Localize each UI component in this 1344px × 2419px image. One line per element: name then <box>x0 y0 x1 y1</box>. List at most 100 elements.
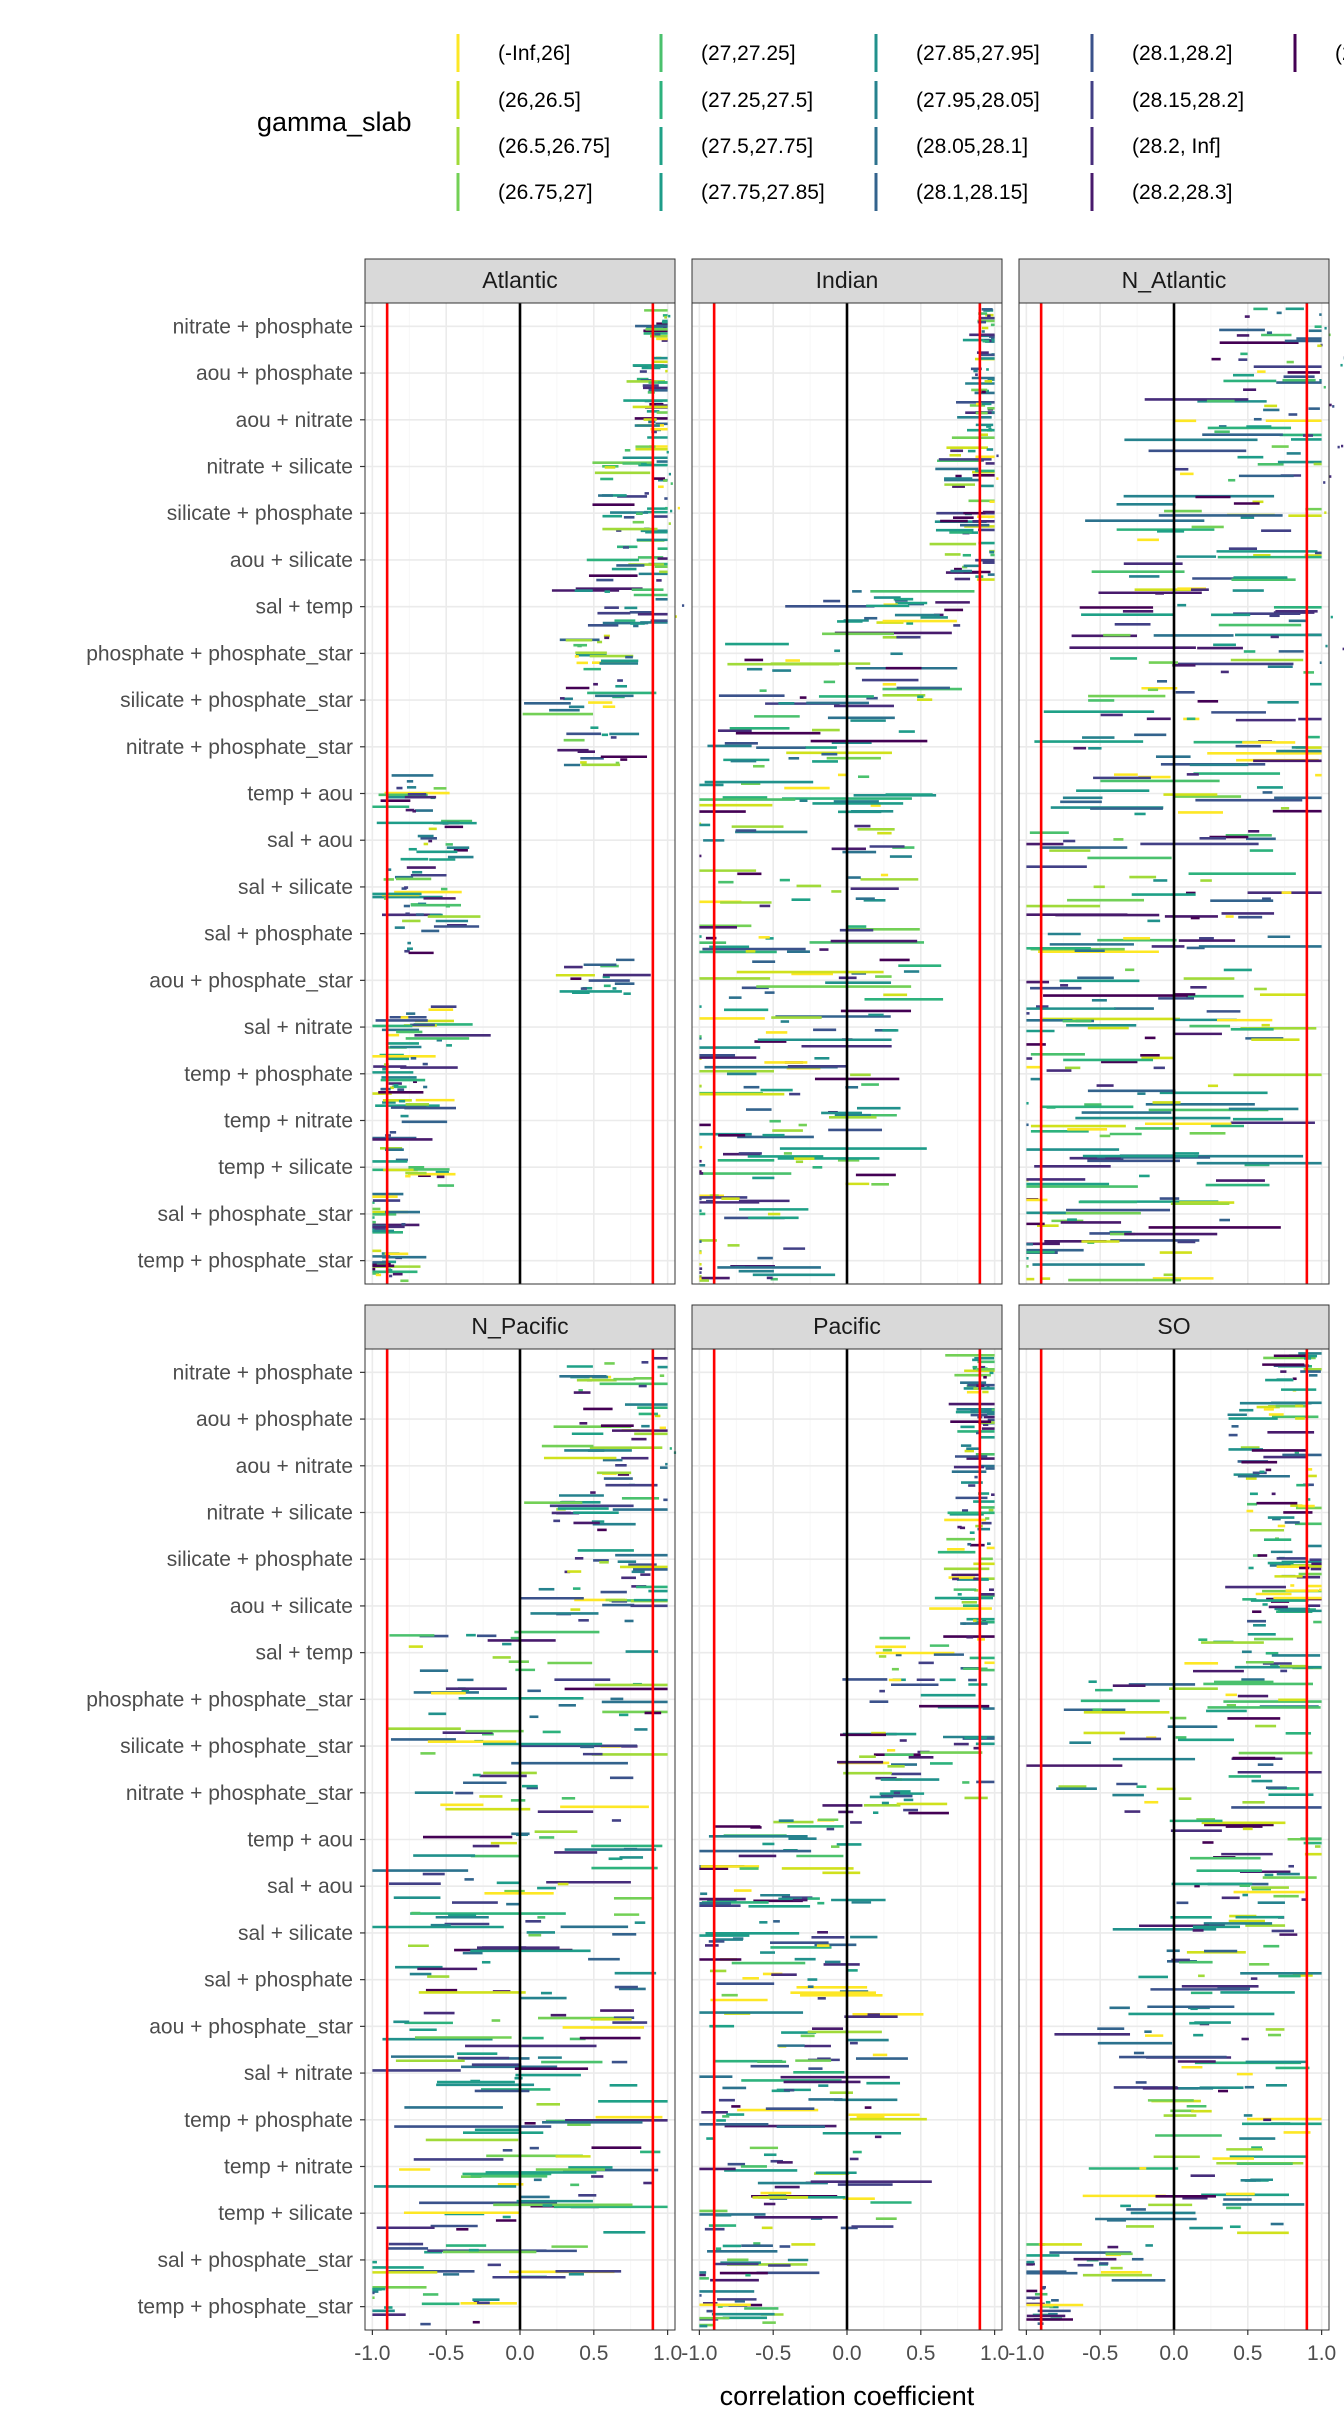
legend-label: (28.1,28.15] <box>916 181 1028 204</box>
y-tick-label: sal + nitrate <box>244 1016 353 1039</box>
y-tick-label: aou + nitrate <box>236 1455 353 1478</box>
segment-group <box>699 308 999 1282</box>
facet-title: N_Pacific <box>471 1313 568 1339</box>
legend-label: (26.75,27] <box>498 181 593 204</box>
legend-label: (27.85,27.95] <box>916 42 1040 65</box>
legend-label: (28.1,28.2] <box>1132 42 1232 65</box>
facet-panel: N_Atlantic <box>1018 258 1344 1285</box>
facet-strip <box>364 1304 676 1350</box>
x-tick-label: -1.0 <box>1008 2342 1044 2365</box>
facet-strip <box>1018 1304 1330 1350</box>
y-tick-label: sal + silicate <box>238 1922 353 1945</box>
facet-title: Atlantic <box>482 267 557 293</box>
legend-label: (27.5,27.75] <box>701 135 813 158</box>
x-tick-label: -0.5 <box>755 2342 791 2365</box>
y-tick-label: aou + phosphate_star <box>149 969 353 992</box>
y-tick-label: temp + nitrate <box>224 2156 353 2179</box>
x-tick-label: 0.0 <box>1159 2342 1188 2365</box>
y-tick-label: temp + phosphate <box>184 1063 353 1086</box>
panel-border <box>1018 302 1330 1285</box>
x-tick-label: 1.0 <box>653 2342 682 2365</box>
facet-panels: Atlantic nitrate + phosphate aou + phospha… <box>86 258 1344 2365</box>
y-tick-label: phosphate + phosphate_star <box>86 1688 353 1711</box>
y-tick-label: nitrate + silicate <box>207 456 354 479</box>
segment-group <box>1026 1352 1322 2325</box>
legend-label: (28.2,28.3] <box>1132 181 1232 204</box>
legend-label: (27,27.25] <box>701 42 796 65</box>
y-tick-label: sal + aou <box>267 1875 353 1898</box>
x-axis-title: correlation coefficient <box>720 2381 975 2411</box>
x-tick-label: -1.0 <box>354 2342 390 2365</box>
y-tick-label: silicate + phosphate <box>167 502 353 525</box>
y-tick-label: aou + phosphate <box>196 1408 353 1431</box>
y-tick-label: sal + temp <box>256 1642 353 1665</box>
y-tick-label: sal + phosphate_star <box>157 2249 353 2272</box>
facet-title: N_Atlantic <box>1122 267 1227 293</box>
y-tick-label: sal + aou <box>267 829 353 852</box>
y-tick-label: sal + nitrate <box>244 2062 353 2085</box>
y-tick-label: temp + nitrate <box>224 1110 353 1133</box>
facet-strip <box>1018 258 1330 304</box>
y-tick-label: sal + temp <box>256 596 353 619</box>
legend-label: (27.95,28.05] <box>916 89 1040 112</box>
y-tick-label: nitrate + phosphate_star <box>126 736 353 759</box>
x-tick-label: 0.5 <box>579 2342 608 2365</box>
y-tick-label: sal + phosphate <box>204 923 353 946</box>
x-tick-label: 0.0 <box>505 2342 534 2365</box>
legend-label: (28.05,28.1] <box>916 135 1028 158</box>
segment-group <box>372 1356 677 2326</box>
y-tick-label: aou + silicate <box>230 1595 353 1618</box>
legend-label: (27.75,27.85] <box>701 181 825 204</box>
y-tick-label: temp + aou <box>247 783 353 806</box>
y-tick-label: nitrate + phosphate <box>173 315 353 338</box>
y-tick-label: sal + silicate <box>238 876 353 899</box>
legend-label: (28.15,28.2] <box>1132 89 1244 112</box>
y-tick-label: temp + silicate <box>218 2202 353 2225</box>
facet-title: SO <box>1157 1313 1190 1339</box>
legend-label: (-Inf,26] <box>498 42 570 65</box>
y-tick-label: aou + phosphate_star <box>149 2015 353 2038</box>
legend-label: (2 <box>1335 42 1344 65</box>
facet-panel: Indian <box>691 258 1003 1285</box>
facet-strip <box>364 258 676 304</box>
y-tick-label: temp + silicate <box>218 1156 353 1179</box>
x-tick-label: 0.5 <box>906 2342 935 2365</box>
facet-panel: SO -1.0 -0.5 0.0 0.5 1.0 <box>1008 1304 1336 2365</box>
x-tick-label: -1.0 <box>681 2342 717 2365</box>
facet-title: Indian <box>816 267 879 293</box>
x-tick-label: 0.5 <box>1233 2342 1262 2365</box>
x-tick-label: -0.5 <box>428 2342 464 2365</box>
y-tick-label: silicate + phosphate_star <box>120 1735 353 1758</box>
y-tick-label: temp + phosphate_star <box>138 1250 353 1273</box>
facet-title: Pacific <box>813 1313 881 1339</box>
facet-panel: Atlantic nitrate + phosphate aou + phospha… <box>86 258 685 1285</box>
segment-group <box>1026 307 1344 1282</box>
y-tick-label: sal + phosphate_star <box>157 1203 353 1226</box>
facet-panel: Pacific -1.0 -0.5 0.0 0.5 1.0 <box>681 1304 1009 2365</box>
legend-label: (27.25,27.5] <box>701 89 813 112</box>
y-tick-label: aou + nitrate <box>236 409 353 432</box>
x-tick-label: -0.5 <box>1082 2342 1118 2365</box>
y-tick-label: nitrate + phosphate <box>173 1361 353 1384</box>
y-tick-label: nitrate + phosphate_star <box>126 1782 353 1805</box>
y-tick-label: silicate + phosphate_star <box>120 689 353 712</box>
y-tick-label: aou + phosphate <box>196 362 353 385</box>
panel-border <box>691 302 1003 1285</box>
x-tick-label: 1.0 <box>980 2342 1009 2365</box>
y-tick-label: temp + phosphate <box>184 2109 353 2132</box>
legend-title: gamma_slab <box>257 107 412 137</box>
legend-label: (26,26.5] <box>498 89 581 112</box>
y-tick-label: aou + silicate <box>230 549 353 572</box>
x-tick-label: 0.0 <box>832 2342 861 2365</box>
y-tick-label: phosphate + phosphate_star <box>86 642 353 665</box>
legend-label: (26.5,26.75] <box>498 135 610 158</box>
legend-label: (28.2, Inf] <box>1132 135 1221 158</box>
legend: gamma_slab (-Inf,26] (26,26.5] (26.5,26.75]… <box>257 34 1344 211</box>
y-tick-label: nitrate + silicate <box>207 1502 354 1525</box>
y-tick-label: temp + aou <box>247 1829 353 1852</box>
y-tick-label: sal + phosphate <box>204 1969 353 1992</box>
y-tick-label: silicate + phosphate <box>167 1548 353 1571</box>
x-tick-label: 1.0 <box>1307 2342 1336 2365</box>
